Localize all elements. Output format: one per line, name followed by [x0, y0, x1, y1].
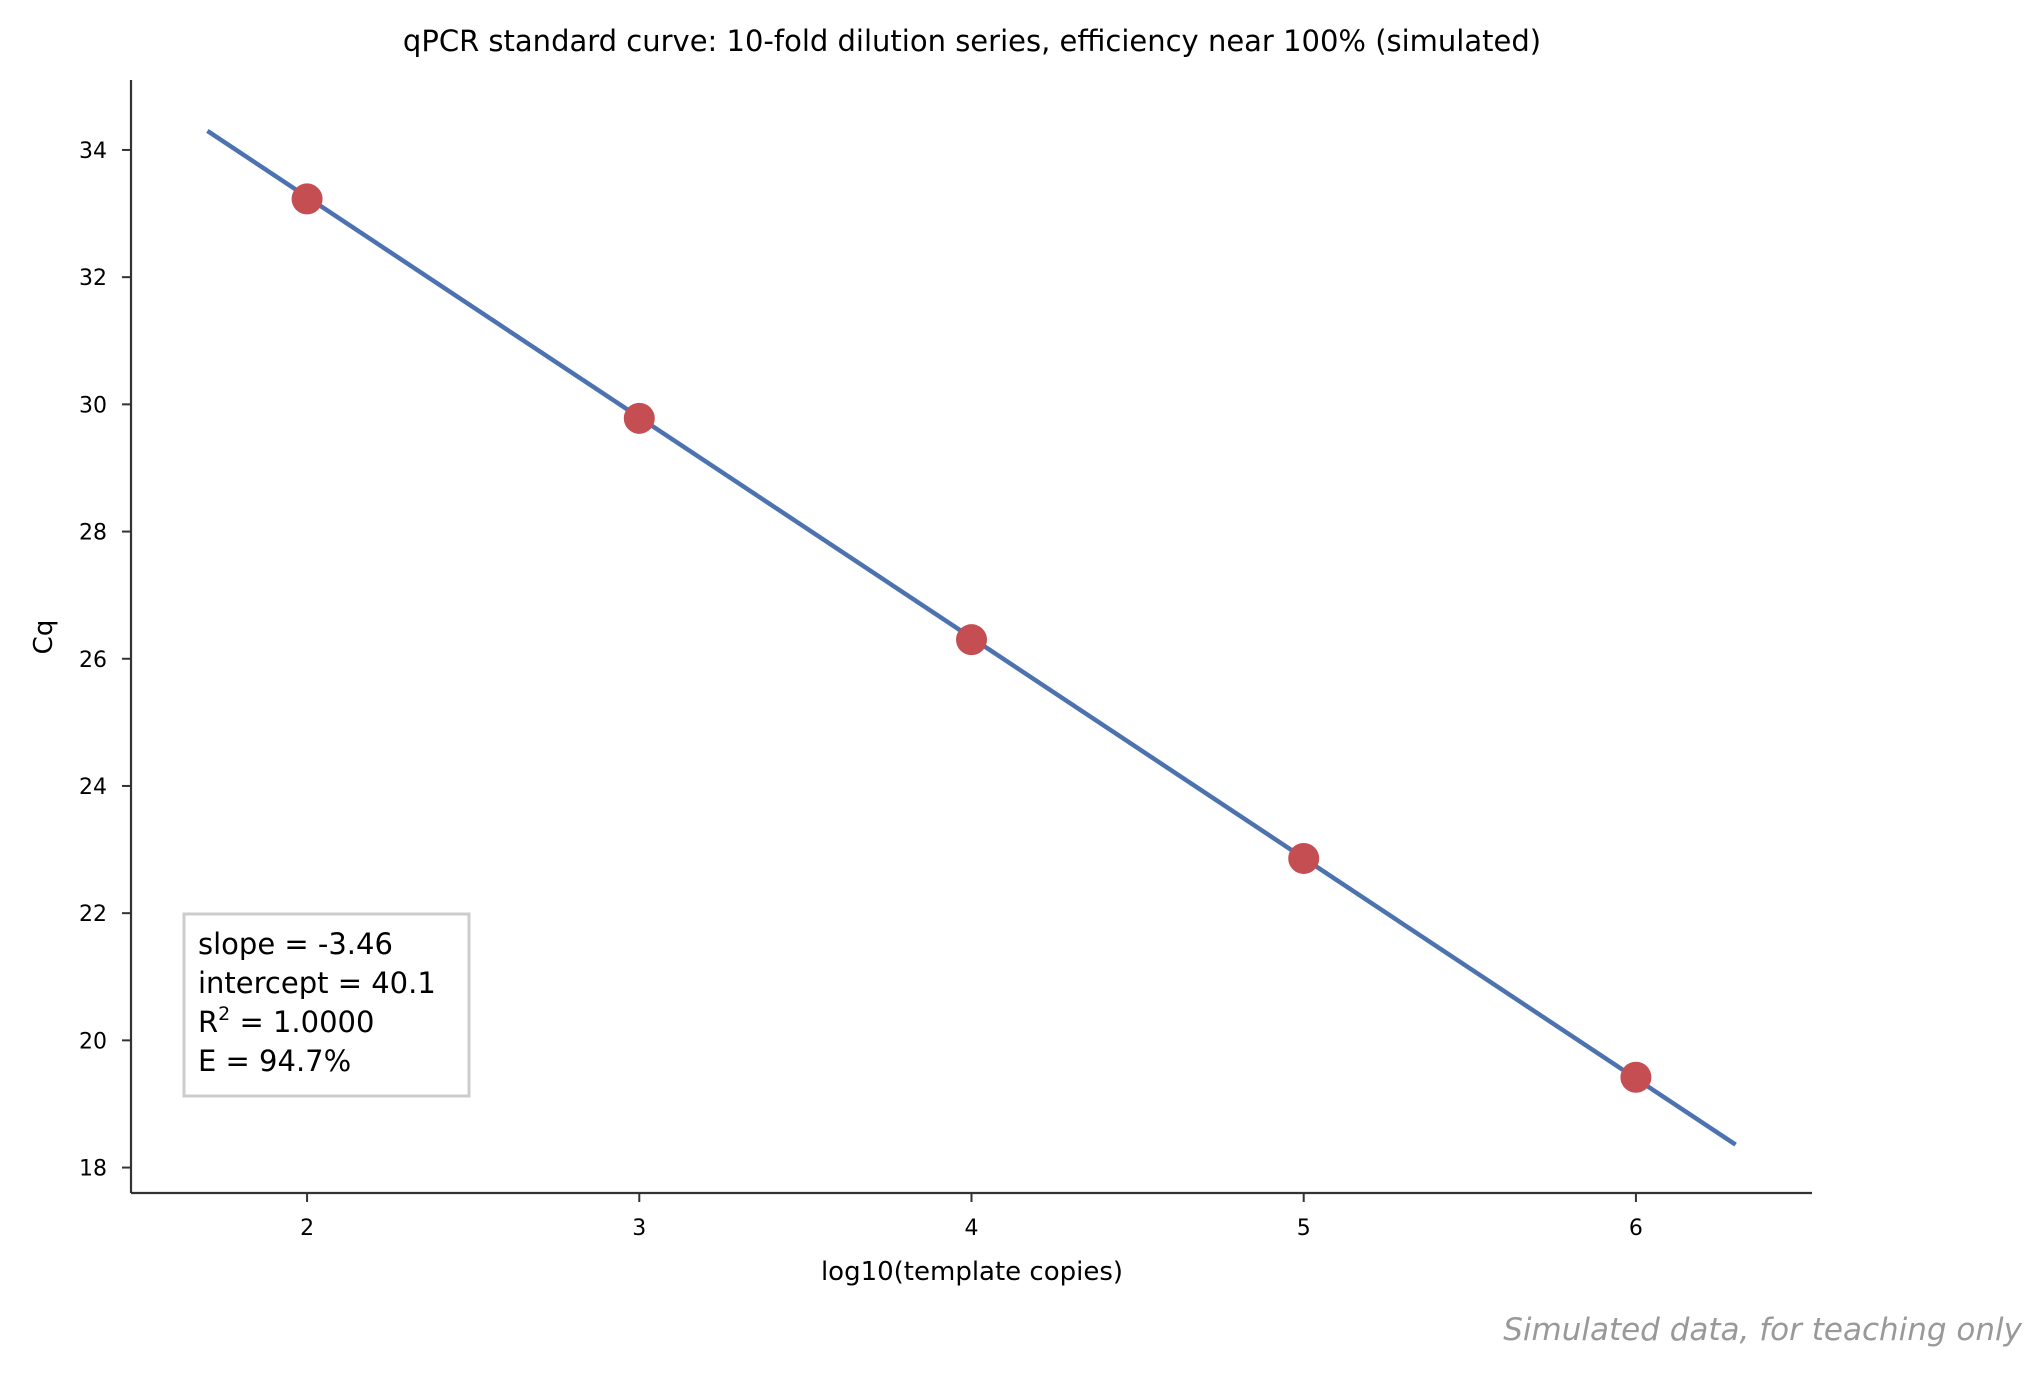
y-tick-label: 32: [79, 266, 107, 291]
watermark-text: Simulated data, for teaching only: [1503, 1312, 2022, 1348]
intercept-text: intercept = 40.1: [198, 966, 436, 1000]
y-tick-label: 18: [79, 1157, 107, 1182]
data-point: [956, 624, 987, 656]
y-tick-label: 26: [79, 648, 107, 673]
slope-text: slope = -3.46: [198, 927, 393, 961]
x-tick-label: 3: [632, 1216, 646, 1241]
data-points: [291, 183, 1652, 1093]
r-squared-superscript: 2: [218, 1003, 230, 1025]
data-point: [1620, 1061, 1652, 1093]
y-tick-label: 24: [79, 775, 107, 800]
data-point: [291, 183, 323, 215]
y-tick-label: 34: [79, 139, 107, 164]
y-axis-label: Cq: [29, 620, 59, 655]
y-tick-label: 30: [79, 393, 107, 418]
efficiency-text: E = 94.7%: [198, 1044, 351, 1078]
y-tick-label: 28: [79, 521, 107, 546]
x-axis-label: log10(template copies): [821, 1257, 1123, 1287]
chart-title: qPCR standard curve: 10-fold dilution se…: [403, 24, 1541, 58]
r-squared-value: = 1.0000: [230, 1005, 374, 1039]
y-tick-label: 22: [79, 902, 107, 927]
r-squared-text: R2 = 1.0000: [198, 1003, 374, 1039]
data-point: [1288, 842, 1320, 874]
x-tick-label: 5: [1297, 1216, 1311, 1241]
r-squared-symbol: R: [198, 1005, 218, 1039]
fit-stats-box: slope = -3.46 intercept = 40.1 R2 = 1.00…: [182, 912, 471, 1098]
data-point: [623, 402, 655, 434]
fit-stats-frame: [182, 912, 471, 1098]
x-tick-label: 4: [965, 1216, 979, 1241]
y-tick-label: 20: [79, 1029, 107, 1054]
x-tick-label: 2: [300, 1216, 314, 1241]
x-tick-label: 6: [1629, 1216, 1643, 1241]
